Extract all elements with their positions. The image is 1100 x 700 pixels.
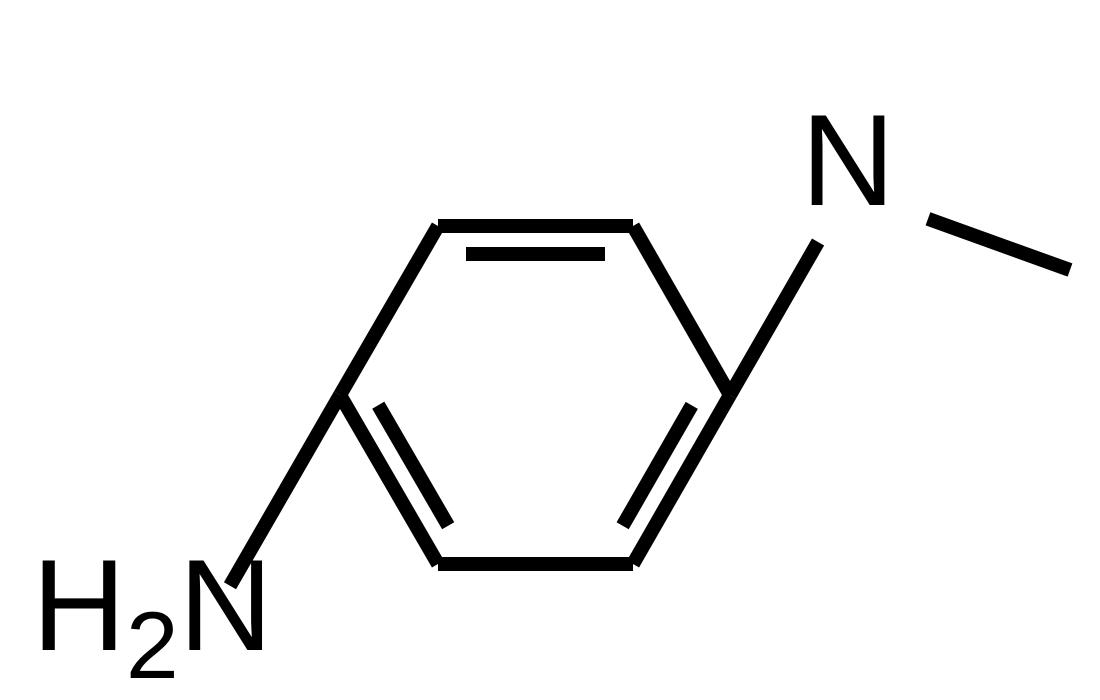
label-nh2-part: 2 (126, 593, 179, 699)
bond-c3-c4 (633, 226, 730, 395)
bond-c4-c5-inner (623, 405, 692, 525)
label-nh2-part: H (32, 532, 126, 678)
label-nh2-part: N (179, 532, 273, 678)
label-nh2: H2N (32, 532, 273, 699)
bond-c4-nr (730, 242, 818, 395)
molecule-diagram: NH2N (0, 0, 1100, 700)
label-nr: N (801, 87, 895, 233)
bond-nr-me (928, 219, 1070, 270)
bond-c1-c2 (340, 226, 438, 395)
label-nr-part: N (801, 87, 895, 233)
